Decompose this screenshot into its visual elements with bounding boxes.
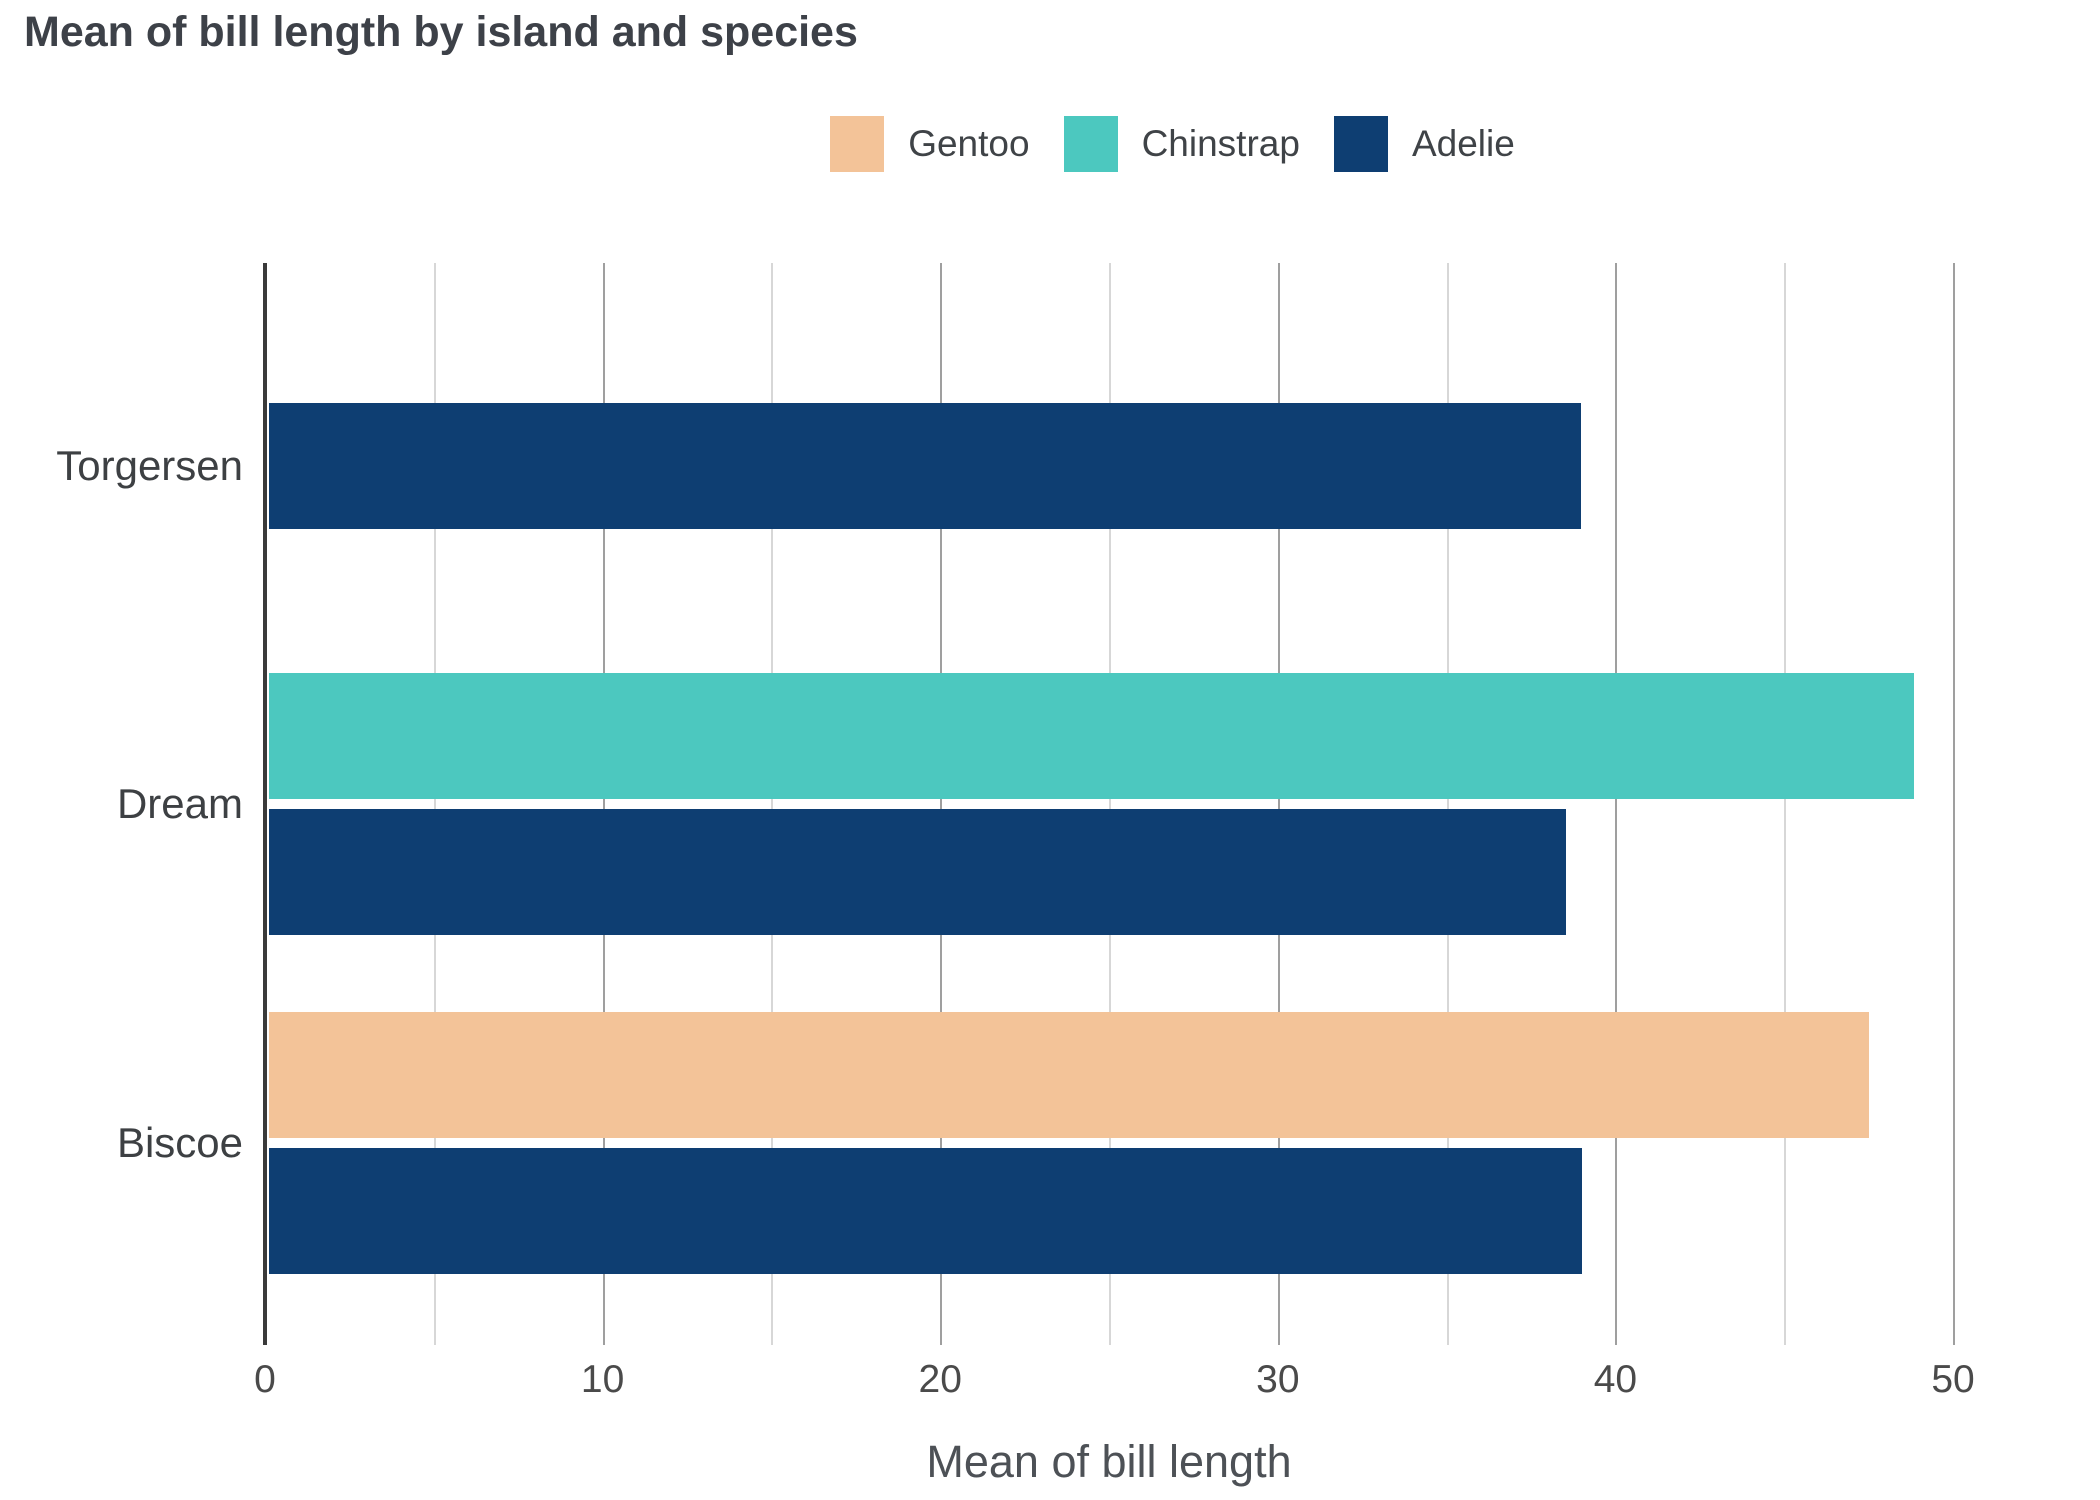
legend-item-chinstrap[interactable]: Chinstrap bbox=[1063, 116, 1300, 172]
major-gridline-50 bbox=[1953, 263, 1956, 1345]
minor-gridline-45 bbox=[1784, 263, 1787, 1345]
minor-gridline-35 bbox=[1446, 263, 1449, 1345]
minor-gridline-15 bbox=[771, 263, 774, 1345]
legend-swatch-chinstrap bbox=[1063, 116, 1118, 172]
minor-gridline-25 bbox=[1109, 263, 1112, 1345]
legend-label: Adelie bbox=[1411, 123, 1515, 164]
major-gridline-20 bbox=[940, 263, 943, 1345]
bar-torgersen-adelie[interactable] bbox=[269, 403, 1582, 530]
x-tick-label-50: 50 bbox=[1931, 1358, 1975, 1401]
x-tick-label-10: 10 bbox=[580, 1358, 625, 1401]
bar-dream-chinstrap[interactable] bbox=[269, 673, 1914, 799]
x-axis-ticks: 0 10 20 30 40 50 bbox=[254, 1358, 2080, 1408]
chart-title: Mean of bill length by island and specie… bbox=[24, 8, 858, 56]
x-tick-label-40: 40 bbox=[1593, 1358, 1638, 1401]
bar-group-biscoe bbox=[269, 1011, 2080, 1274]
legend-item-gentoo[interactable]: Gentoo bbox=[830, 116, 1030, 172]
x-tick-label-0: 0 bbox=[254, 1358, 276, 1401]
x-tick-label-30: 30 bbox=[1256, 1358, 1300, 1401]
minor-gridline-5 bbox=[433, 263, 436, 1345]
y-label-biscoe: Biscoe bbox=[116, 1118, 243, 1166]
legend-swatch-adelie bbox=[1333, 116, 1388, 172]
bar-group-torgersen bbox=[269, 403, 2080, 530]
x-tick-label-20: 20 bbox=[918, 1358, 962, 1401]
major-gridline-30 bbox=[1277, 263, 1280, 1345]
bar-dream-adelie[interactable] bbox=[269, 809, 1566, 935]
y-axis-line bbox=[263, 263, 267, 1345]
legend: Gentoo Chinstrap Adelie bbox=[265, 112, 2080, 176]
y-label-torgersen: Torgersen bbox=[56, 442, 243, 490]
legend-swatch-gentoo bbox=[830, 116, 885, 172]
legend-label: Chinstrap bbox=[1141, 123, 1300, 164]
x-axis-title: Mean of bill length bbox=[926, 1436, 1292, 1487]
y-label-dream: Dream bbox=[116, 780, 243, 827]
legend-label: Gentoo bbox=[908, 123, 1030, 164]
bar-biscoe-gentoo[interactable] bbox=[269, 1011, 1870, 1138]
major-gridline-40 bbox=[1615, 263, 1618, 1345]
bar-group-dream bbox=[269, 673, 2080, 935]
y-axis-labels: Torgersen Dream Biscoe bbox=[0, 263, 243, 1345]
bar-biscoe-adelie[interactable] bbox=[269, 1147, 1583, 1274]
major-gridline-10 bbox=[602, 263, 605, 1345]
plot-area bbox=[263, 263, 2080, 1345]
legend-item-adelie[interactable]: Adelie bbox=[1333, 116, 1515, 172]
